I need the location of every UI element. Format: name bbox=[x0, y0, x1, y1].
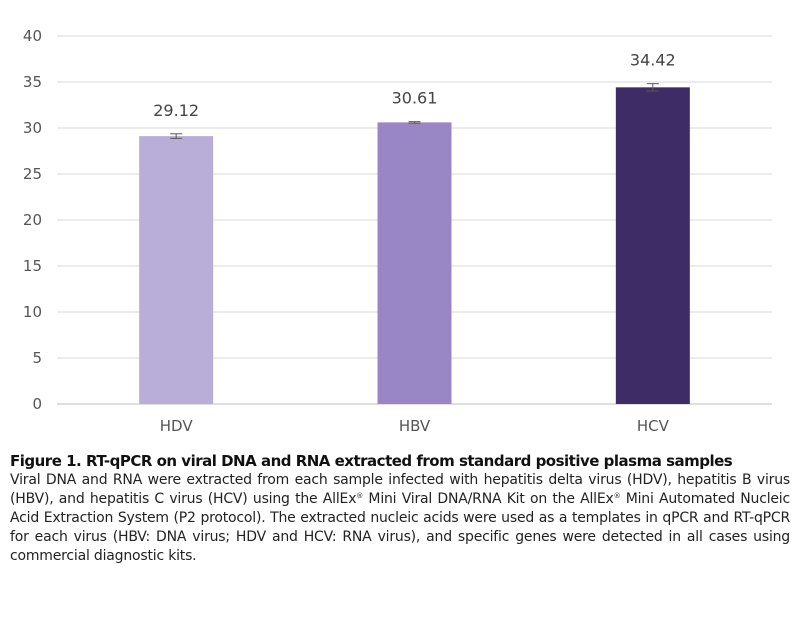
registered-mark: ® bbox=[613, 492, 621, 500]
x-tick-label-hcv: HCV bbox=[637, 417, 670, 435]
data-label-hdv: 29.12 bbox=[153, 101, 199, 120]
y-tick-label: 25 bbox=[23, 165, 42, 183]
x-axis-tick-labels: HDV HBV HCV bbox=[160, 417, 670, 435]
y-axis-tick-labels: 0 5 10 15 20 25 30 35 40 bbox=[23, 27, 42, 413]
y-tick-label: 35 bbox=[23, 73, 42, 91]
data-label-hcv: 34.42 bbox=[630, 51, 676, 70]
y-tick-label: 30 bbox=[23, 119, 42, 137]
bar-hdv bbox=[139, 136, 214, 404]
y-tick-label: 40 bbox=[23, 27, 42, 45]
registered-mark: ® bbox=[356, 492, 364, 500]
bars bbox=[139, 87, 690, 404]
error-bars bbox=[170, 83, 659, 139]
caption-body-part-2: Mini Viral DNA/RNA Kit on the AllEx bbox=[363, 491, 614, 507]
caption-title: Figure 1. RT-qPCR on viral DNA and RNA e… bbox=[10, 452, 733, 470]
y-tick-label: 15 bbox=[23, 257, 42, 275]
y-tick-label: 0 bbox=[32, 395, 42, 413]
y-tick-label: 20 bbox=[23, 211, 42, 229]
y-tick-label: 10 bbox=[23, 303, 42, 321]
y-tick-label: 5 bbox=[32, 349, 42, 367]
bar-hbv bbox=[377, 122, 452, 404]
bar-hcv bbox=[615, 87, 690, 404]
x-tick-label-hdv: HDV bbox=[160, 417, 194, 435]
data-label-hbv: 30.61 bbox=[392, 89, 438, 108]
x-tick-label-hbv: HBV bbox=[399, 417, 431, 435]
figure-caption: Figure 1. RT-qPCR on viral DNA and RNA e… bbox=[10, 452, 790, 566]
caption-body-part-1: Viral DNA and RNA were extracted from ea… bbox=[10, 472, 790, 507]
caption-body: Viral DNA and RNA were extracted from ea… bbox=[10, 471, 790, 566]
data-labels: 29.12 30.61 34.42 bbox=[153, 51, 675, 120]
caption-body-part-3: Mini Automated Nucleic Acid Extraction S… bbox=[10, 491, 790, 564]
